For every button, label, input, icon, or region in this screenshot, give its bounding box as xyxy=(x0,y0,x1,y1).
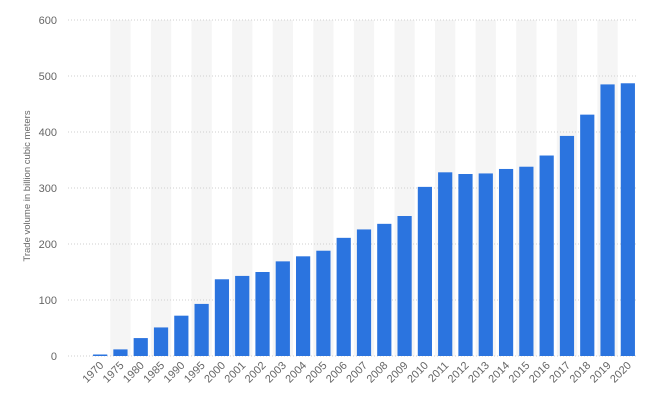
x-tick-label: 2006 xyxy=(324,360,350,386)
bar-2017[interactable] xyxy=(559,135,575,356)
band xyxy=(110,20,131,356)
bars xyxy=(93,83,635,357)
x-tick-label: 2000 xyxy=(202,360,228,386)
x-tick-label: 2002 xyxy=(243,360,269,386)
y-tick-label: 300 xyxy=(39,183,57,195)
x-tick-label: 2010 xyxy=(405,360,431,386)
bar-2015[interactable] xyxy=(519,166,534,356)
bar-1990[interactable] xyxy=(174,315,189,356)
y-tick-label: 0 xyxy=(51,351,57,363)
x-tick-label: 2009 xyxy=(385,360,411,386)
bar-2018[interactable] xyxy=(580,114,595,356)
bar-2014[interactable] xyxy=(498,168,514,356)
bar-2011[interactable] xyxy=(438,172,453,356)
bar-2005[interactable] xyxy=(316,250,331,356)
y-tick-label: 100 xyxy=(39,295,57,307)
y-tick-label: 400 xyxy=(39,127,57,139)
y-axis-tick-labels: 0 100 200 300 400 500 600 xyxy=(39,15,57,363)
bar-2012[interactable] xyxy=(458,174,473,356)
y-axis-label: Trade volume in billion cubic meters xyxy=(22,110,33,261)
x-tick-label: 2013 xyxy=(466,360,492,386)
x-tick-label: 2016 xyxy=(527,360,553,386)
bar-2020[interactable] xyxy=(620,83,635,356)
bar-2000[interactable] xyxy=(214,279,230,356)
x-tick-label: 2020 xyxy=(608,360,634,386)
x-tick-label: 2012 xyxy=(446,360,472,386)
x-tick-label: 1980 xyxy=(121,360,147,386)
x-tick-label: 2001 xyxy=(223,360,249,386)
bar-1995[interactable] xyxy=(194,303,209,356)
x-tick-label: 1975 xyxy=(101,360,127,386)
bar-2008[interactable] xyxy=(377,223,392,356)
x-axis-tick-labels: 1970197519801985199019952000200120022003… xyxy=(80,360,634,386)
bar-1975[interactable] xyxy=(113,349,128,356)
bar-2010[interactable] xyxy=(417,186,432,356)
x-tick-label: 2019 xyxy=(588,360,614,386)
bar-2016[interactable] xyxy=(539,155,554,356)
x-tick-label: 2008 xyxy=(365,360,391,386)
bar-2004[interactable] xyxy=(296,256,311,356)
x-tick-label: 2017 xyxy=(547,360,573,386)
y-tick-label: 500 xyxy=(39,71,57,83)
bar-2002[interactable] xyxy=(255,272,270,356)
bar-2009[interactable] xyxy=(397,216,412,356)
x-tick-label: 2005 xyxy=(304,360,330,386)
bar-1985[interactable] xyxy=(153,327,169,356)
x-tick-label: 2015 xyxy=(507,360,533,386)
x-tick-label: 1970 xyxy=(80,360,106,386)
x-tick-label: 2014 xyxy=(486,360,512,386)
x-tick-label: 1985 xyxy=(141,360,167,386)
bar-2001[interactable] xyxy=(235,275,250,356)
bar-2003[interactable] xyxy=(275,261,290,356)
bar-1970[interactable] xyxy=(93,354,108,356)
x-tick-label: 1995 xyxy=(182,360,208,386)
x-tick-label: 2018 xyxy=(568,360,594,386)
bar-2007[interactable] xyxy=(356,229,372,356)
x-tick-label: 1990 xyxy=(162,360,188,386)
bar-2006[interactable] xyxy=(336,237,351,356)
x-tick-label: 2004 xyxy=(283,360,309,386)
x-tick-label: 2007 xyxy=(344,360,370,386)
bar-1980[interactable] xyxy=(133,338,148,356)
band xyxy=(191,20,212,356)
y-tick-label: 600 xyxy=(39,15,57,27)
bar-2013[interactable] xyxy=(478,173,493,356)
bar-2019[interactable] xyxy=(600,84,615,357)
y-tick-label: 200 xyxy=(39,239,57,251)
x-tick-label: 2003 xyxy=(263,360,289,386)
x-tick-label: 2011 xyxy=(426,360,451,385)
